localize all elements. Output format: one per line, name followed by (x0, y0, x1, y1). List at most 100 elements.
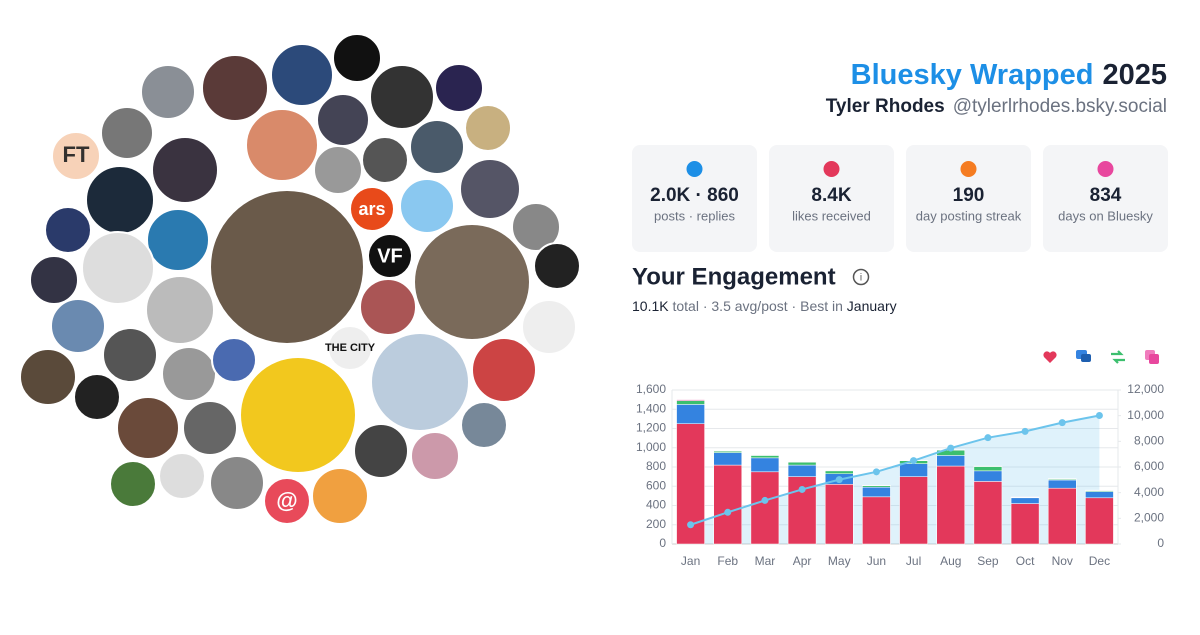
y-tick-label: 0 (659, 536, 666, 550)
info-glyph: i (860, 273, 862, 284)
bar-segment (900, 464, 928, 477)
avatar[interactable] (534, 243, 580, 289)
avatar[interactable] (460, 159, 520, 219)
avatar[interactable] (146, 276, 214, 344)
bar-segment (974, 481, 1002, 544)
y2-tick-label: 2,000 (1134, 511, 1164, 525)
bar-segment (1011, 504, 1039, 544)
avatar[interactable] (101, 107, 153, 159)
y2-tick-label: 0 (1157, 536, 1164, 550)
avatar[interactable] (414, 224, 530, 340)
y2-tick-label: 4,000 (1134, 485, 1164, 499)
avatar[interactable] (371, 333, 469, 431)
line-point (947, 445, 954, 452)
bar-segment (974, 471, 1002, 482)
line-point (836, 476, 843, 483)
avatar[interactable] (159, 453, 205, 499)
stat-label: likes received (792, 208, 871, 223)
section-title: Your Engagement (632, 263, 836, 290)
avatar[interactable] (360, 279, 416, 335)
y-tick-label: 800 (646, 459, 666, 473)
avatar[interactable] (522, 300, 576, 354)
avatar[interactable] (86, 166, 154, 234)
avatar[interactable] (51, 299, 105, 353)
stat-icon (1098, 161, 1114, 177)
avatar[interactable] (110, 461, 156, 507)
avatar[interactable] (117, 397, 179, 459)
line-point (799, 486, 806, 493)
y-tick-label: 400 (646, 498, 666, 512)
summary: 10.1K total · 3.5 avg/post · Best in Jan… (632, 298, 897, 314)
avatar[interactable] (152, 137, 218, 203)
summary-total: 10.1K (632, 298, 669, 314)
avatar[interactable] (103, 328, 157, 382)
bar-segment (862, 497, 890, 544)
y-tick-label: 200 (646, 517, 666, 531)
bar-segment (825, 484, 853, 544)
avatar[interactable] (410, 120, 464, 174)
avatar[interactable] (312, 468, 368, 524)
bar-segment (1085, 492, 1113, 498)
avatar[interactable] (362, 137, 408, 183)
avatar[interactable] (147, 209, 209, 271)
x-tick-label: Apr (793, 554, 812, 568)
avatar[interactable] (210, 456, 264, 510)
avatar[interactable] (210, 190, 364, 344)
stat-value: 2.0K · 860 (650, 185, 739, 206)
x-tick-label: Oct (1016, 554, 1035, 568)
line-point (761, 497, 768, 504)
y-tick-label: 1,000 (636, 440, 666, 454)
stat-icon (687, 161, 703, 177)
avatar[interactable] (212, 338, 256, 382)
line-point (724, 509, 731, 516)
avatar[interactable] (465, 105, 511, 151)
legend-reposts[interactable] (1111, 351, 1125, 363)
avatar-label: @ (276, 488, 297, 513)
avatar[interactable] (333, 34, 381, 82)
avatar[interactable] (314, 146, 362, 194)
avatar[interactable] (162, 347, 216, 401)
bar-segment (1048, 480, 1076, 488)
avatar[interactable] (472, 338, 536, 402)
stat-icon (824, 161, 840, 177)
avatar-label: VF (377, 245, 403, 267)
avatar[interactable] (354, 424, 408, 478)
legend (1043, 350, 1159, 364)
avatar[interactable] (30, 256, 78, 304)
avatar[interactable] (411, 432, 459, 480)
avatar[interactable] (45, 207, 91, 253)
avatar[interactable] (202, 55, 268, 121)
y-tick-label: 600 (646, 478, 666, 492)
line-point (910, 457, 917, 464)
avatar[interactable] (271, 44, 333, 106)
bar-segment (1085, 498, 1113, 544)
avatar[interactable] (141, 65, 195, 119)
avatar[interactable] (435, 64, 483, 112)
avatar-label: ars (358, 199, 385, 219)
bar-segment (862, 487, 890, 497)
y2-tick-label: 8,000 (1134, 434, 1164, 448)
x-tick-label: Jan (681, 554, 700, 568)
legend-likes[interactable] (1043, 351, 1056, 363)
user-name: Tyler Rhodes (826, 96, 945, 117)
avatar[interactable] (246, 109, 318, 181)
avatar[interactable] (74, 374, 120, 420)
y-tick-label: 1,400 (636, 401, 666, 415)
summary-middle: total · 3.5 avg/post · Best in (669, 298, 847, 314)
avatar[interactable] (240, 357, 356, 473)
legend-quotes-2 (1149, 354, 1159, 364)
avatar[interactable] (370, 65, 434, 129)
avatar[interactable] (317, 94, 369, 146)
x-tick-label: Dec (1089, 554, 1110, 568)
user: Tyler Rhodes @tylerlrhodes.bsky.social (826, 96, 1167, 117)
avatar[interactable] (82, 232, 154, 304)
avatar[interactable] (400, 179, 454, 233)
avatar[interactable] (461, 402, 507, 448)
avatar[interactable] (20, 349, 76, 405)
user-handle: @tylerlrhodes.bsky.social (953, 96, 1167, 117)
avatar[interactable] (183, 401, 237, 455)
